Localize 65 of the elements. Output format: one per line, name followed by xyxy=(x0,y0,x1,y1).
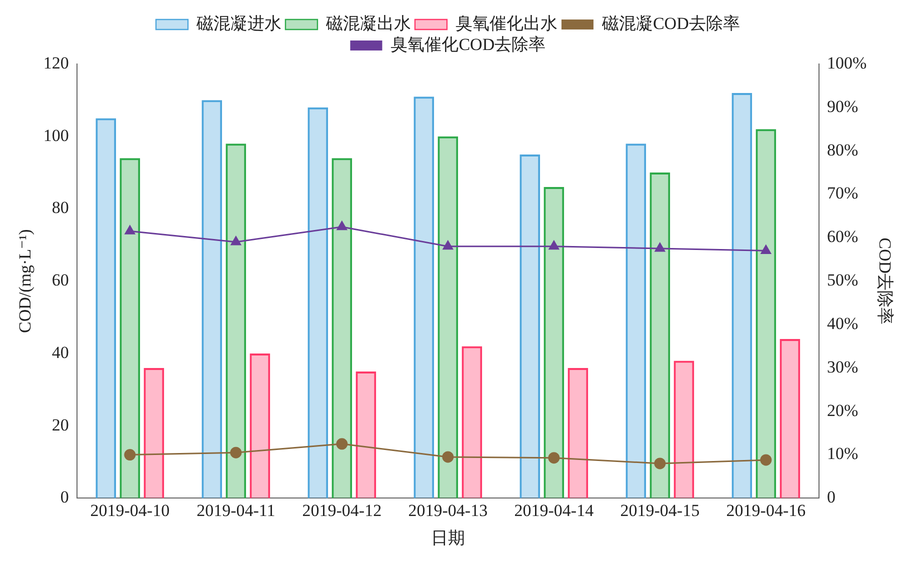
legend-label: 臭氧催化出水 xyxy=(455,14,558,33)
y-tick-label: 20 xyxy=(52,415,69,434)
y-tick-label: 80 xyxy=(52,198,69,218)
y2-tick-label: 70% xyxy=(826,184,858,203)
bar xyxy=(674,360,694,498)
x-tick-label: 2019-04-13 xyxy=(408,500,488,520)
bar xyxy=(568,368,588,498)
legend-label: 磁混凝出水 xyxy=(324,14,411,33)
bar xyxy=(226,144,246,498)
bar xyxy=(120,158,140,498)
point xyxy=(760,454,772,466)
x-tick-label: 2019-04-14 xyxy=(514,500,594,520)
point xyxy=(230,236,241,246)
legend-label: 臭氧催化COD去除率 xyxy=(390,34,546,54)
point xyxy=(548,452,560,464)
x-tick-label: 2019-04-16 xyxy=(726,500,806,520)
bar xyxy=(332,158,352,498)
bar xyxy=(626,144,646,498)
point xyxy=(442,240,453,250)
y2-tick-label: 50% xyxy=(826,270,858,290)
point xyxy=(548,240,560,250)
bar xyxy=(356,372,376,498)
y-tick-label: 0 xyxy=(60,488,69,507)
bar xyxy=(144,368,164,498)
point xyxy=(442,451,454,463)
x-tick-label: 2019-04-11 xyxy=(196,500,276,520)
y2-axis-title: COD去除率 xyxy=(875,238,894,325)
point xyxy=(654,242,666,252)
y-tick-label: 100 xyxy=(43,126,69,145)
y2-tick-label: 0 xyxy=(826,488,836,507)
bar xyxy=(462,346,482,498)
point xyxy=(760,244,772,254)
point xyxy=(654,458,666,470)
y2-tick-label: 60% xyxy=(826,227,858,246)
y2-tick-label: 80% xyxy=(826,140,858,160)
legend-label: 磁混凝COD去除率 xyxy=(600,14,740,33)
point xyxy=(124,225,135,234)
bar xyxy=(780,338,800,498)
y2-tick-label: 100% xyxy=(826,53,867,72)
y2-tick-label: 20% xyxy=(826,400,858,420)
bar xyxy=(308,107,328,498)
y2-tick-label: 40% xyxy=(826,314,858,333)
y2-tick-label: 30% xyxy=(826,357,858,376)
legend-label: 磁混凝进水 xyxy=(195,14,282,33)
bar xyxy=(250,353,270,498)
y-tick-label: 40 xyxy=(52,342,69,362)
y2-tick-label: 90% xyxy=(826,96,858,116)
point xyxy=(336,221,347,230)
bar xyxy=(732,92,752,498)
bar xyxy=(202,100,222,498)
point xyxy=(336,438,348,450)
x-tick-label: 2019-04-12 xyxy=(302,500,382,520)
x-axis-title: 日期 xyxy=(430,528,465,548)
x-tick-label: 2019-04-15 xyxy=(620,500,700,520)
y2-tick-label: 10% xyxy=(826,444,858,464)
bar xyxy=(520,154,540,498)
y-tick-label: 120 xyxy=(43,53,69,72)
bar xyxy=(96,118,116,498)
y-tick-label: 60 xyxy=(52,270,69,290)
point xyxy=(124,449,136,461)
bar xyxy=(414,96,434,498)
bar xyxy=(544,187,564,498)
y-axis-title: COD/(mg·L⁻¹) xyxy=(16,229,35,333)
point xyxy=(230,446,242,458)
x-tick-label: 2019-04-10 xyxy=(90,500,170,520)
